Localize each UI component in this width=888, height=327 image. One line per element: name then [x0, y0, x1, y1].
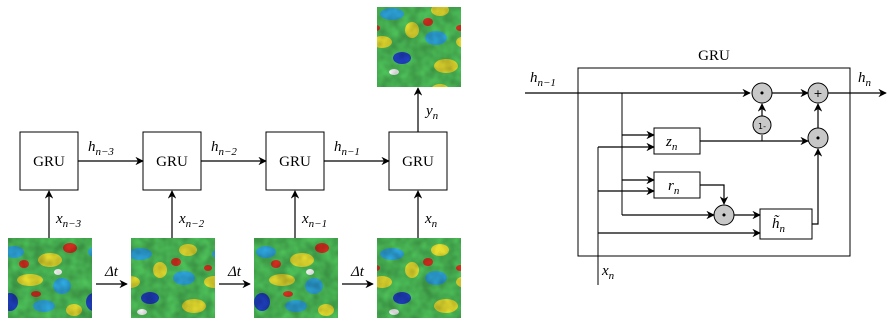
- input-field-image-1: [131, 238, 215, 318]
- add-gate-icon-symbol: +: [813, 87, 822, 100]
- hidden-label-2: hn−1: [334, 139, 360, 158]
- hidden-label-0-subscript: n−3: [96, 146, 115, 158]
- x-in-label: xn: [601, 263, 615, 282]
- r-gate-label: rn: [668, 178, 680, 197]
- multiply-gate-right-symbol: •: [815, 132, 822, 145]
- h-out-label-symbol: h: [858, 70, 866, 86]
- h-prev-label: hn−1: [530, 70, 556, 89]
- input-label-0-symbol: x: [55, 211, 63, 227]
- multiply-gate-reset-symbol: •: [721, 209, 728, 222]
- input-field-image-0: [8, 238, 92, 318]
- flow-field-noise: [254, 238, 338, 318]
- gru-cell-3: [388, 131, 448, 191]
- input-label-1-symbol: x: [178, 211, 186, 227]
- output-label: yn: [424, 103, 439, 122]
- time-step-label-0: Δt: [104, 264, 119, 280]
- output-label-subscript: n: [433, 110, 439, 122]
- r-gate-label-symbol: r: [668, 178, 674, 194]
- one-minus-gate-symbol: 1-: [758, 122, 766, 131]
- flow-field-noise: [377, 7, 461, 87]
- time-step-label-2: Δt: [350, 264, 365, 280]
- gru-cell-label-2: GRU: [279, 154, 311, 170]
- gru-cell-label-3: GRU: [402, 154, 434, 170]
- multiply-gate-top-symbol: •: [759, 87, 766, 100]
- output-field-image: [377, 7, 461, 87]
- h-prev-label-symbol: h: [530, 70, 538, 86]
- x-in-label-symbol: x: [601, 263, 609, 279]
- x-in-label-subscript: n: [609, 270, 615, 282]
- gru-cell-label-0: GRU: [33, 154, 65, 170]
- input-label-2: xn−1: [301, 211, 327, 230]
- r-to-reset-mult: [700, 184, 729, 205]
- hidden-label-1-symbol: h: [211, 139, 219, 155]
- r-gate-label-subscript: n: [674, 185, 680, 197]
- hidden-label-2-symbol: h: [334, 139, 342, 155]
- z-gate-label-subscript: n: [672, 141, 678, 153]
- input-label-3-symbol: x: [424, 211, 432, 227]
- hidden-label-0-symbol: h: [88, 139, 96, 155]
- input-label-1: xn−2: [178, 211, 205, 230]
- h-prev-label-subscript: n−1: [538, 77, 556, 89]
- hidden-label-1-subscript: n−2: [219, 146, 238, 158]
- z-gate-label-symbol: z: [665, 134, 672, 150]
- input-label-1-subscript: n−2: [186, 218, 205, 230]
- r-gate-box: [653, 171, 701, 199]
- input-label-0: xn−3: [55, 211, 82, 230]
- hidden-label-1: hn−2: [211, 139, 237, 158]
- hidden-label-0: hn−3: [88, 139, 114, 158]
- input-label-0-subscript: n−3: [63, 218, 82, 230]
- h-out-label-subscript: n: [866, 77, 872, 89]
- hidden-label-2-subscript: n−1: [342, 146, 360, 158]
- input-field-image-3: [377, 238, 461, 318]
- input-label-2-subscript: n−1: [309, 218, 327, 230]
- input-field-image-2: [254, 238, 338, 318]
- input-label-3-subscript: n: [432, 218, 438, 230]
- input-label-2-symbol: x: [301, 211, 309, 227]
- candidate-box: [759, 208, 813, 240]
- time-step-label-1: Δt: [227, 264, 242, 280]
- candidate-label: h̃n: [772, 215, 786, 235]
- candidate-to-right-mult: [812, 148, 823, 225]
- output-label-symbol: y: [424, 103, 433, 119]
- gru-cell-label-1: GRU: [156, 154, 188, 170]
- gru-cell-2: [265, 131, 325, 191]
- flow-field-noise: [131, 238, 215, 318]
- candidate-label-subscript: n: [780, 223, 786, 235]
- z-gate-label: zn: [665, 134, 678, 153]
- h-out-label: hn: [858, 70, 872, 89]
- candidate-label-symbol: h̃: [772, 215, 780, 232]
- flow-field-noise: [8, 238, 92, 318]
- flow-field-noise: [377, 238, 461, 318]
- z-gate-box: [653, 127, 701, 155]
- gru-cell-1: [142, 131, 202, 191]
- gru-cell-0: [19, 131, 79, 191]
- input-label-3: xn: [424, 211, 438, 230]
- gru-detail-title: GRU: [698, 48, 730, 64]
